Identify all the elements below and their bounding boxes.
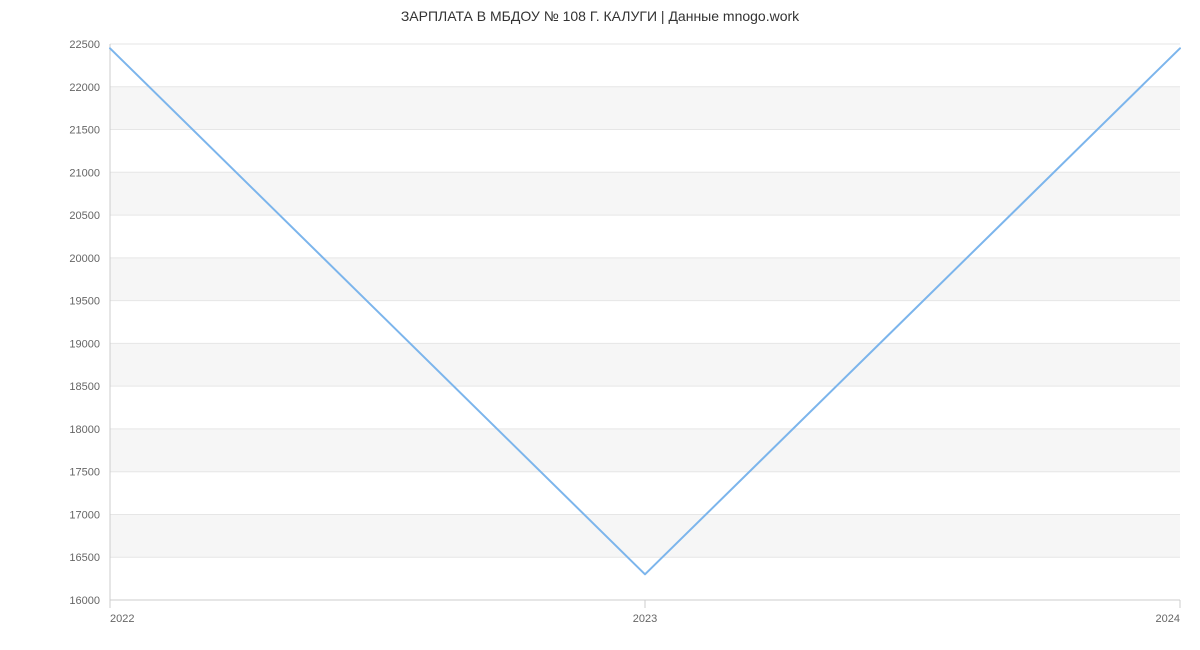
- x-tick-label: 2022: [110, 613, 134, 625]
- y-tick-label: 22500: [69, 39, 100, 51]
- y-tick-label: 17500: [69, 467, 100, 479]
- y-tick-label: 19500: [69, 296, 100, 308]
- salary-line-chart: ЗАРПЛАТА В МБДОУ № 108 Г. КАЛУГИ | Данны…: [0, 0, 1200, 650]
- y-tick-label: 16000: [69, 595, 100, 607]
- y-tick-label: 18500: [69, 381, 100, 393]
- y-tick-label: 20500: [69, 210, 100, 222]
- y-tick-label: 18000: [69, 424, 100, 436]
- chart-title: ЗАРПЛАТА В МБДОУ № 108 Г. КАЛУГИ | Данны…: [0, 8, 1200, 24]
- y-tick-label: 21500: [69, 125, 100, 137]
- chart-canvas: 16000 16500 17000 17500 18000 18500 19000 19500…: [0, 0, 1200, 650]
- y-tick-label: 22000: [69, 82, 100, 94]
- x-tick-label: 2023: [633, 613, 657, 625]
- y-tick-label: 19000: [69, 338, 100, 350]
- y-tick-label: 17000: [69, 509, 100, 521]
- y-tick-label: 16500: [69, 552, 100, 564]
- x-tick-label: 2024: [1156, 613, 1180, 625]
- y-tick-label: 21000: [69, 167, 100, 179]
- y-tick-label: 20000: [69, 253, 100, 265]
